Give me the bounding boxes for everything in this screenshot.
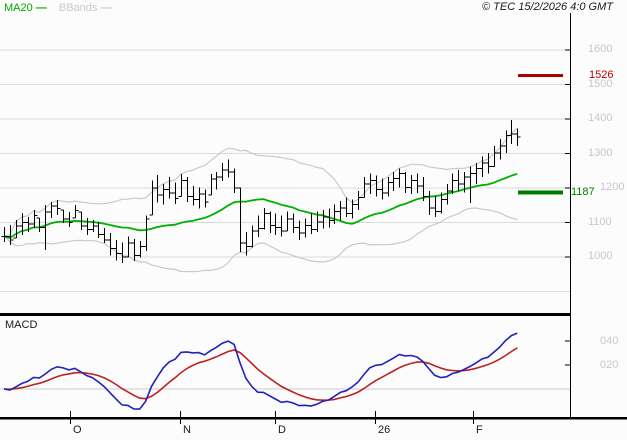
ma20-line-swatch: — xyxy=(35,2,47,14)
bbands-line-swatch: — xyxy=(100,2,111,14)
legend-bbands: BBands — xyxy=(58,2,112,14)
price-axis-label: 1300 xyxy=(588,146,613,159)
macd-signal-line xyxy=(3,347,518,402)
legend-ma20: MA20 — xyxy=(4,2,47,14)
macd-panel-label: MACD xyxy=(5,319,38,331)
support-label: 1187 xyxy=(571,186,595,198)
time-axis-label: D xyxy=(278,424,286,436)
copyright-text: © TEC 15/2/2026 4:0 GMT xyxy=(482,1,613,13)
price-axis-label: 1100 xyxy=(588,215,612,228)
price-axis-label: 1200 xyxy=(600,181,625,193)
time-axis-label: F xyxy=(476,424,483,436)
resistance-label: 1526 xyxy=(589,69,614,81)
chart-legend: MA20 — BBands — xyxy=(4,2,120,14)
price-axis-label: 1600 xyxy=(588,43,613,55)
time-axis-label: O xyxy=(73,424,82,436)
macd-axis-label-20: 020 xyxy=(600,359,619,371)
price-axis-label: 1400 xyxy=(588,112,613,124)
time-axis-label: N xyxy=(183,424,191,436)
legend-ma20-label: MA20 xyxy=(4,2,33,14)
time-axis-label: 26 xyxy=(378,424,391,436)
macd-axis-label-40: 040 xyxy=(600,335,619,347)
legend-bbands-label: BBands xyxy=(58,2,98,14)
macd-line xyxy=(3,332,518,410)
price-axis-label: 1000 xyxy=(588,250,613,262)
price-axis-label: 1500 xyxy=(588,77,613,90)
